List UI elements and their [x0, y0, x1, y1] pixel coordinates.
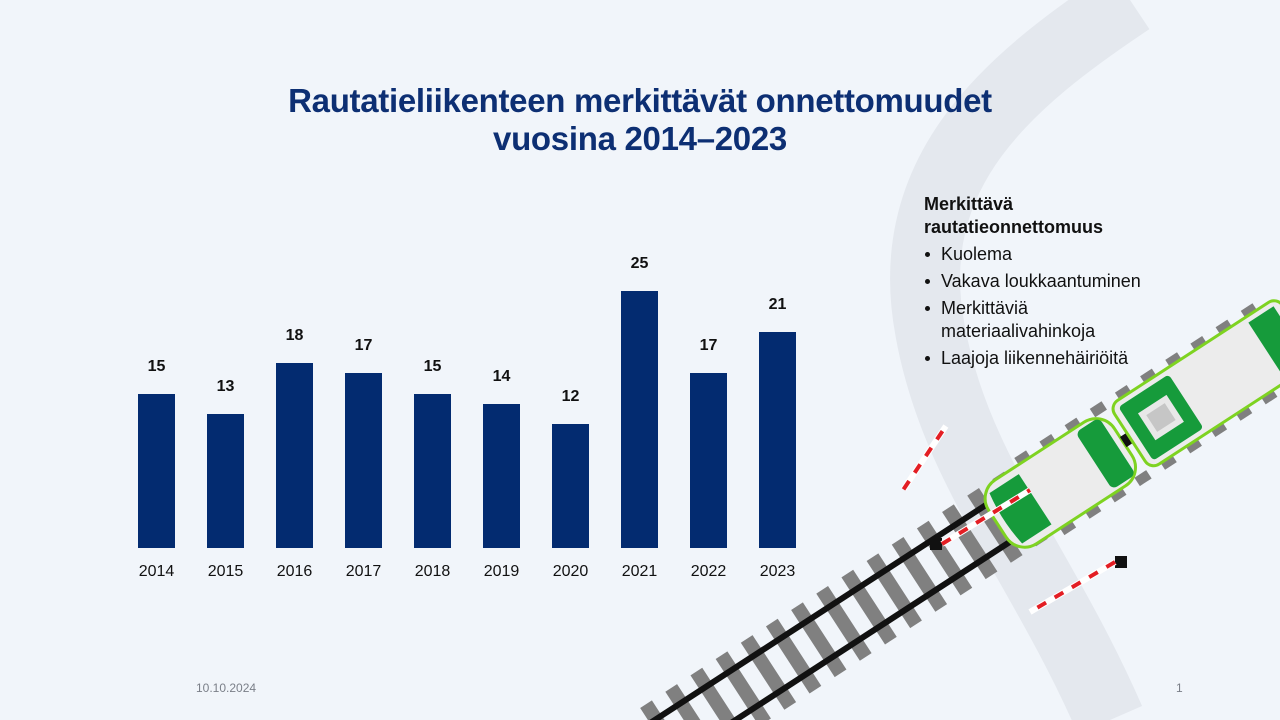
bar-2015: [207, 414, 244, 548]
list-item: Laajoja liikennehäiriöitä: [924, 347, 1224, 370]
list-item: Merkittäviä materiaalivahinkoja: [924, 297, 1151, 343]
bar-2023: [759, 331, 796, 548]
bullet-dot-icon: [925, 306, 930, 311]
x-tick-2022: 2022: [690, 563, 727, 580]
x-tick-2014: 2014: [138, 563, 175, 580]
list-item-label: Vakava loukkaantuminen: [941, 271, 1141, 291]
page-title: Rautatieliikenteen merkittävät onnettomu…: [140, 82, 1140, 158]
bar-2016: [276, 362, 313, 548]
definition-heading: Merkittävä rautatieonnettomuus: [924, 193, 1224, 239]
bar-2022: [690, 372, 727, 548]
footer-date: 10.10.2024: [196, 681, 257, 695]
data-label-2015: 13: [216, 378, 235, 396]
x-tick-2017: 2017: [345, 563, 382, 580]
bullet-dot-icon: [925, 279, 930, 284]
bar-2017: [345, 372, 382, 548]
data-label-2023: 21: [768, 295, 787, 313]
data-label-2021: 25: [630, 254, 649, 272]
x-tick-2015: 2015: [207, 563, 244, 580]
bar-2014: [138, 393, 175, 548]
list-item: Vakava loukkaantuminen: [924, 270, 1224, 293]
data-label-2017: 17: [354, 336, 373, 354]
x-tick-2020: 2020: [552, 563, 589, 580]
bar-2020: [552, 424, 589, 548]
x-tick-2018: 2018: [414, 563, 451, 580]
x-tick-2016: 2016: [276, 563, 313, 580]
data-label-2020: 12: [561, 388, 580, 406]
railway-track-illustration: [631, 299, 1280, 720]
bullet-dot-icon: [925, 252, 930, 257]
data-label-2022: 17: [699, 336, 718, 354]
definition-heading-line-2: rautatieonnettomuus: [924, 217, 1104, 237]
train-illustration: [983, 299, 1280, 549]
data-label-2019: 14: [492, 367, 511, 385]
data-label-2014: 15: [147, 357, 166, 375]
list-item-label: Kuolema: [941, 244, 1013, 264]
bar-2019: [483, 403, 520, 548]
x-tick-2019: 2019: [483, 563, 520, 580]
list-item: Kuolema: [924, 243, 1224, 266]
bar-2021: [621, 290, 658, 548]
bar-2018: [414, 393, 451, 548]
definition-box: Merkittävä rautatieonnettomuus Kuolema V…: [924, 193, 1224, 374]
definition-heading-line-1: Merkittävä: [924, 194, 1014, 214]
data-label-2016: 18: [285, 326, 304, 344]
list-item-label: Merkittäviä materiaalivahinkoja: [941, 298, 1096, 341]
title-line-2: vuosina 2014–2023: [493, 120, 787, 157]
x-tick-2021: 2021: [621, 563, 658, 580]
page-number: 1: [1176, 681, 1183, 695]
list-item-label: Laajoja liikennehäiriöitä: [941, 348, 1129, 368]
title-line-1: Rautatieliikenteen merkittävät onnettomu…: [288, 82, 992, 119]
bullet-dot-icon: [925, 356, 930, 361]
x-tick-2023: 2023: [759, 563, 796, 580]
data-label-2018: 15: [423, 357, 442, 375]
definition-list: Kuolema Vakava loukkaantuminen Merkittäv…: [924, 243, 1224, 370]
